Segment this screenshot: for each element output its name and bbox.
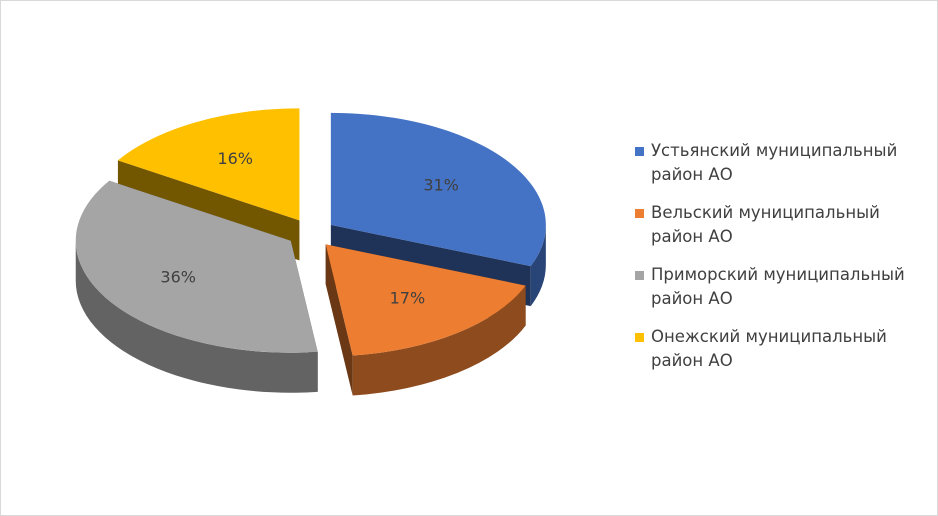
legend-label: Вельский муниципальный район АО (651, 203, 880, 246)
slice-wall (352, 285, 526, 396)
slice (325, 244, 526, 356)
legend-swatch (635, 209, 644, 218)
legend-item: Устьянский муниципальный район АО (635, 139, 925, 187)
slice (117, 108, 300, 221)
legend-swatch (635, 333, 644, 342)
slice-wall (75, 240, 318, 393)
slice-side (325, 244, 353, 396)
data-label: 17% (390, 289, 426, 308)
legend: Устьянский муниципальный район АО Вельски… (635, 139, 925, 387)
legend-label: Онежский муниципальный район АО (651, 327, 887, 370)
legend-label: Приморский муниципальный район АО (651, 265, 905, 308)
slice (330, 112, 546, 267)
legend-swatch (635, 147, 644, 156)
data-label: 16% (217, 149, 253, 168)
slice-wall (530, 224, 546, 307)
legend-item: Онежский муниципальный район АО (635, 325, 925, 373)
slice (75, 180, 318, 353)
legend-label: Устьянский муниципальный район АО (651, 141, 898, 184)
data-label: 36% (160, 267, 196, 286)
legend-item: Приморский муниципальный район АО (635, 263, 925, 311)
data-label: 31% (423, 175, 459, 194)
legend-swatch (635, 271, 644, 280)
legend-item: Вельский муниципальный район АО (635, 201, 925, 249)
